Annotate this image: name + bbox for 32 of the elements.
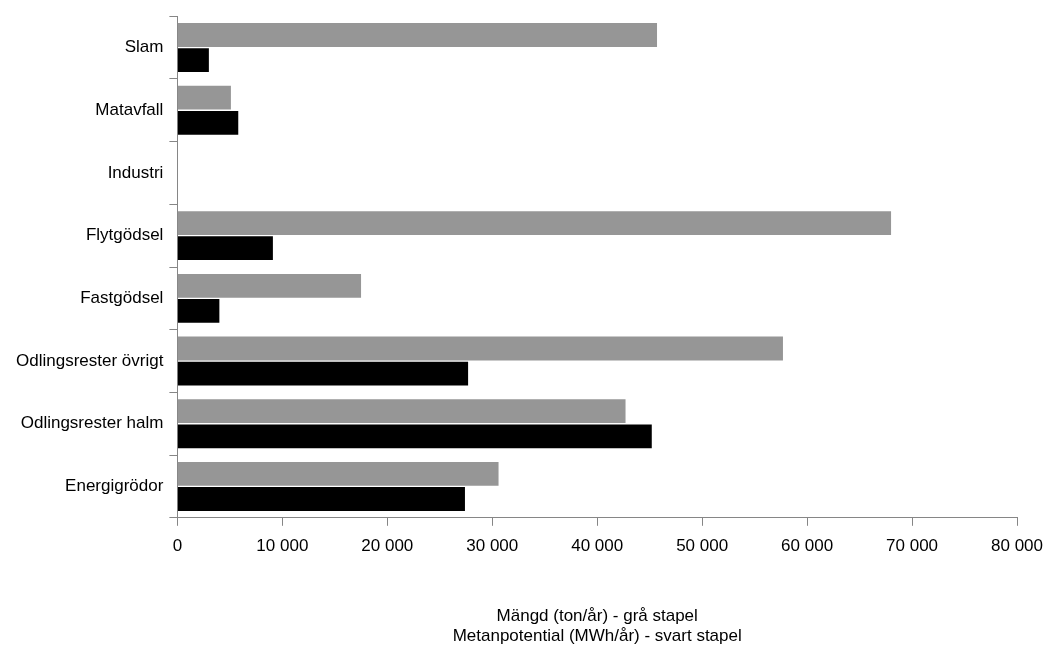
y-tick-label: Matavfall	[95, 99, 164, 119]
x-tick-label: 70 000	[886, 535, 939, 555]
x-tick-label: 40 000	[571, 535, 624, 555]
bar	[177, 211, 892, 236]
bar	[177, 424, 652, 449]
x-tick-label: 10 000	[256, 535, 309, 555]
bar	[177, 399, 626, 424]
x-tick-label: 30 000	[466, 535, 519, 555]
bar	[177, 487, 465, 511]
y-tick-label: Odlingsrester halm	[20, 413, 164, 433]
bar	[177, 236, 273, 261]
y-tick-label: Slam	[124, 37, 164, 57]
bar	[177, 85, 231, 110]
y-tick-label: Industri	[107, 162, 164, 182]
y-tick-label: Energigrödor	[65, 476, 164, 496]
bar	[177, 273, 362, 298]
x-tick-label: 20 000	[361, 535, 414, 555]
y-tick-label: Flytgödsel	[85, 225, 164, 245]
bar	[177, 110, 239, 135]
bar	[177, 462, 499, 486]
bar	[177, 298, 220, 323]
x-tick-label: 0	[172, 535, 183, 555]
bar	[177, 23, 658, 47]
x-tick-label: 60 000	[781, 535, 834, 555]
bar	[177, 361, 469, 386]
y-tick-label: Fastgödsel	[80, 288, 164, 308]
bar	[177, 336, 783, 361]
y-tick-label: Odlingsrester övrigt	[16, 350, 164, 370]
x-tick-label: 80 000	[991, 535, 1043, 555]
x-axis-title: Mängd (ton/år) - grå stapel Metanpotential (MWh/år) - svart stapel	[452, 606, 742, 646]
x-tick-label: 50 000	[676, 535, 729, 555]
bar	[177, 48, 209, 72]
